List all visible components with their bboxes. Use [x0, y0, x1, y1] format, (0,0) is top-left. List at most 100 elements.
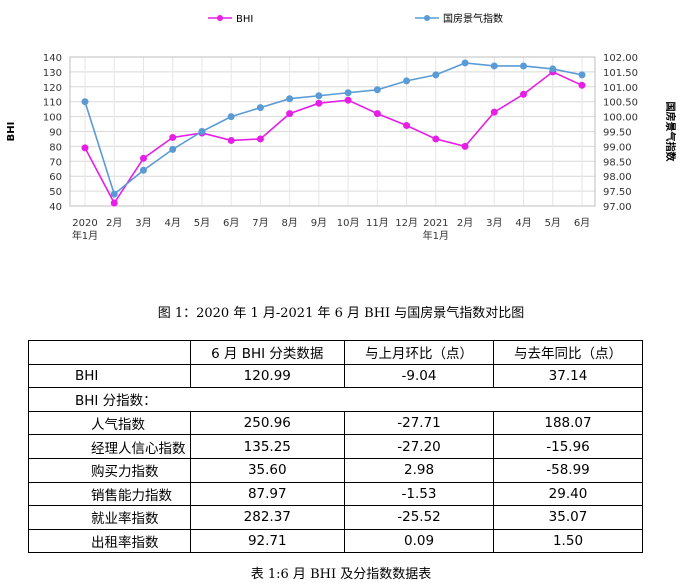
- data-point: [198, 128, 206, 135]
- data-point: [403, 122, 411, 130]
- row-value: 92.71: [189, 528, 346, 554]
- data-point: [256, 135, 264, 143]
- data-point: [373, 110, 381, 118]
- data-point: [432, 71, 440, 79]
- x-tick-label: 12月: [395, 217, 418, 229]
- data-point: [578, 81, 586, 89]
- data-point: [81, 144, 89, 152]
- table-subheader-row: BHI 分指数：: [28, 387, 643, 412]
- data-point: [461, 142, 469, 150]
- x-tick-label: 2020: [72, 218, 97, 229]
- row-label: BHI: [28, 363, 191, 389]
- row-label: 销售能力指数: [28, 481, 191, 507]
- row-yoy: 188.07: [493, 410, 643, 436]
- y2-tick-label: 97.50: [603, 187, 632, 198]
- data-point: [227, 136, 235, 144]
- data-point: [344, 89, 352, 97]
- row-label: 人气指数: [28, 410, 191, 436]
- data-point: [139, 166, 147, 174]
- data-point: [578, 71, 586, 79]
- plot-border: [69, 56, 596, 207]
- row-value: 120.99: [189, 363, 346, 389]
- y-tick-label: 100: [43, 113, 62, 124]
- row-yoy: 1.50: [493, 528, 643, 554]
- row-yoy: 35.07: [493, 505, 643, 530]
- x-tick-label: 3月: [486, 217, 502, 229]
- table-header-yoy: 与去年同比（点）: [493, 340, 643, 365]
- y2-tick-label: 99.50: [603, 128, 632, 139]
- y-tick-label: 90: [49, 128, 62, 139]
- y-tick-label: 50: [49, 187, 62, 198]
- x-tick-label: 3月: [135, 217, 151, 229]
- data-point: [373, 86, 381, 94]
- row-value: 250.96: [189, 410, 346, 436]
- table-row: 就业率指数 282.37 -25.52 35.07: [28, 505, 643, 530]
- row-mom: -25.52: [344, 505, 494, 530]
- series-line: [84, 70, 583, 205]
- row-yoy: -58.99: [493, 457, 643, 483]
- data-point: [490, 62, 498, 70]
- bhi-data-table: 6 月 BHI 分类数据 与上月环比（点） 与去年同比（点） BHI 120.9…: [28, 340, 643, 554]
- table-header-row: 6 月 BHI 分类数据 与上月环比（点） 与去年同比（点）: [28, 340, 643, 365]
- data-point: [81, 98, 89, 106]
- y-tick-label: 140: [43, 53, 62, 64]
- y2-tick-label: 101.00: [603, 83, 638, 94]
- row-mom: -27.20: [344, 434, 494, 459]
- data-point: [139, 154, 147, 162]
- data-point: [286, 110, 294, 118]
- table-header-blank: [28, 340, 191, 365]
- row-yoy: 37.14: [493, 363, 643, 389]
- legend-swatch-marker: [424, 15, 430, 21]
- table-row: 出租率指数 92.71 0.09 1.50: [28, 528, 643, 554]
- y-tick-label: 120: [43, 83, 62, 94]
- x-tick-label: 6月: [574, 217, 590, 229]
- row-mom: 2.98: [344, 457, 494, 483]
- data-point: [256, 104, 264, 112]
- x-tick-label: 年1月: [72, 229, 98, 242]
- y-tick-label: 80: [49, 142, 62, 153]
- y2-tick-label: 98.00: [603, 172, 632, 183]
- y2-tick-label: 100.00: [603, 113, 638, 124]
- table-row: 经理人信心指数 135.25 -27.20 -15.96: [28, 434, 643, 459]
- row-mom: 0.09: [344, 528, 494, 554]
- row-value: 87.97: [189, 481, 346, 507]
- row-label: 出租率指数: [28, 528, 191, 554]
- data-point: [403, 77, 411, 85]
- row-label: 就业率指数: [28, 505, 191, 530]
- x-tick-label: 10月: [337, 217, 360, 229]
- x-tick-label: 2月: [106, 217, 122, 229]
- row-mom: -9.04: [344, 363, 494, 389]
- y2-axis-title: 国房景气指数: [664, 102, 677, 163]
- row-value: 135.25: [189, 434, 346, 459]
- data-point: [110, 190, 118, 198]
- x-tick-label: 2月: [457, 217, 473, 229]
- legend-label: 国房景气指数: [443, 12, 503, 25]
- data-point: [344, 96, 352, 104]
- sub-index-heading: BHI 分指数：: [28, 387, 643, 412]
- y-tick-label: 40: [49, 202, 62, 213]
- table-row: 购买力指数 35.60 2.98 -58.99: [28, 457, 643, 483]
- y2-tick-label: 102.00: [603, 53, 638, 64]
- y2-tick-label: 98.50: [603, 157, 632, 168]
- figure-caption: 图 1：2020 年 1 月-2021 年 6 月 BHI 与国房景气指数对比图: [157, 306, 525, 321]
- series-line: [84, 62, 583, 196]
- row-mom: -1.53: [344, 481, 494, 507]
- data-point: [286, 95, 294, 103]
- x-tick-label: 9月: [311, 217, 327, 229]
- data-point: [227, 113, 235, 121]
- row-yoy: -15.96: [493, 434, 643, 459]
- data-point: [520, 90, 528, 98]
- x-tick-label: 2021: [423, 218, 448, 229]
- row-value: 35.60: [189, 457, 346, 483]
- row-yoy: 29.40: [493, 481, 643, 507]
- row-label: 经理人信心指数: [28, 434, 191, 459]
- chart-series: [81, 59, 586, 207]
- table-row: 销售能力指数 87.97 -1.53 29.40: [28, 481, 643, 507]
- row-value: 282.37: [189, 505, 346, 530]
- y-axis-title: BHI: [6, 122, 17, 142]
- chart-axes: 40 50 60 70 80 90 100 110 120 130 140 97.00 97.50 98.…: [6, 53, 677, 242]
- chart-legend: BHI 国房景气指数: [208, 12, 503, 25]
- data-point: [461, 59, 469, 67]
- y-tick-label: 130: [43, 68, 62, 79]
- y2-tick-label: 99.00: [603, 142, 632, 153]
